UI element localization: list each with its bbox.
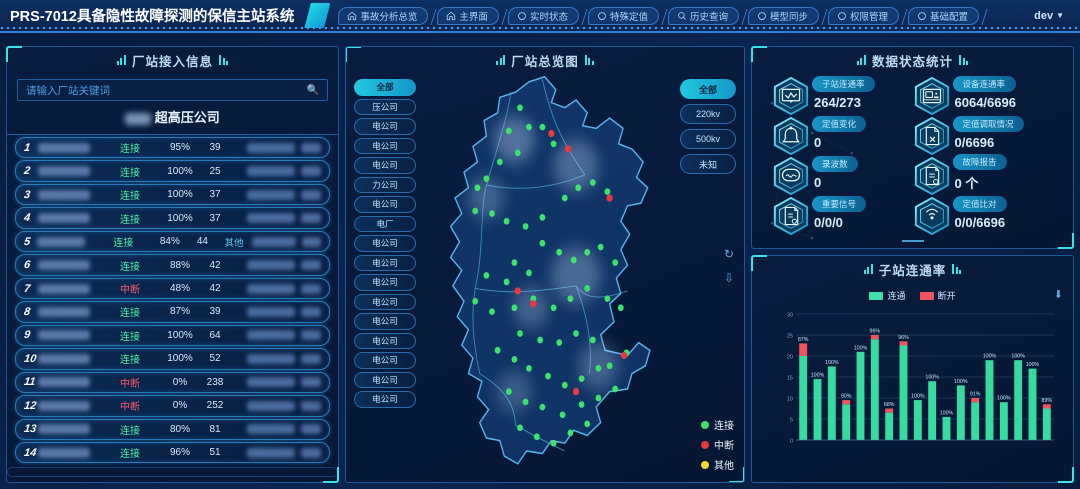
- svg-text:68%: 68%: [884, 402, 895, 408]
- svg-text:25: 25: [787, 334, 793, 340]
- svg-text:100%: 100%: [911, 394, 925, 400]
- svg-text:15: 15: [787, 376, 793, 382]
- svg-text:91%: 91%: [970, 392, 981, 398]
- svg-text:100%: 100%: [940, 410, 954, 416]
- svg-text:20: 20: [787, 355, 793, 361]
- svg-text:96%: 96%: [870, 329, 881, 335]
- svg-text:100%: 100%: [983, 354, 997, 360]
- svg-text:89%: 89%: [1042, 398, 1053, 404]
- svg-text:100%: 100%: [925, 375, 939, 381]
- svg-text:87%: 87%: [798, 337, 809, 343]
- svg-text:100%: 100%: [811, 373, 825, 379]
- svg-text:0: 0: [790, 439, 793, 445]
- svg-text:100%: 100%: [1011, 354, 1025, 360]
- svg-text:100%: 100%: [1026, 362, 1040, 368]
- svg-text:100%: 100%: [854, 345, 868, 351]
- svg-text:5: 5: [790, 418, 793, 424]
- svg-text:90%: 90%: [841, 394, 852, 400]
- svg-text:100%: 100%: [825, 360, 839, 366]
- svg-text:30: 30: [787, 313, 793, 319]
- svg-text:100%: 100%: [954, 379, 968, 385]
- svg-text:96%: 96%: [898, 335, 909, 341]
- svg-text:10: 10: [787, 397, 793, 403]
- svg-text:100%: 100%: [997, 396, 1011, 402]
